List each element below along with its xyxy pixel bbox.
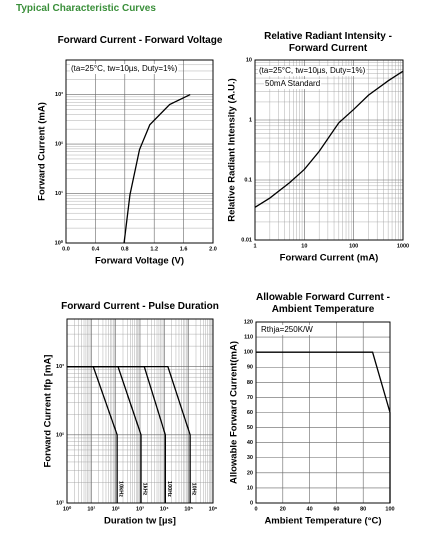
x-tick-label: 10⁰ [63,505,72,512]
y-tick-label: 10¹ [56,499,64,506]
y-tick-label: 110 [244,335,253,341]
data-line [67,366,191,503]
chart-title: Relative Radiant Intensity - Forward Cur… [264,31,392,54]
x-axis-label: Duration tw [µs] [104,516,176,527]
y-tick-label: 1 [249,117,252,123]
page-title: Typical Characteristic Curves [16,3,156,14]
y-axis-label: Allowable Forward Current(mA) [229,341,240,484]
x-axis-label: Ambient Temperature (°C) [264,516,381,527]
y-tick-label: 80 [247,380,253,386]
series-label: 1kHz [142,483,148,496]
annotation: Rthja=250K/W [261,325,313,334]
y-tick-label: 10 [247,485,253,491]
x-tick-label: 10⁵ [184,506,193,512]
y-axis-label: Forward Current Ifp [mA] [43,355,54,468]
annotation: (ta=25°C, tw=10µs, Duty=1%) [71,64,178,73]
y-tick-label: 20 [247,470,253,476]
y-tick-label: 0 [250,500,253,506]
series-label: 100Hz [166,481,172,497]
x-tick-label: 40 [307,506,313,512]
x-tick-label: 0.0 [62,246,70,252]
x-tick-label: 80 [360,506,366,512]
chart-title: Allowable Forward Current - Ambient Temp… [256,292,390,315]
x-axis-label: Forward Current (mA) [280,253,379,264]
chart-title: Forward Current - Forward Voltage [57,35,223,46]
plot-frame [254,59,404,241]
x-axis-label: Forward Voltage (V) [95,256,184,267]
annotation: (ta=25°C, tw=10µs, Duty=1%) [259,66,366,75]
y-axis-label: Forward Current (mA) [37,102,48,201]
y-tick-label: 10⁰ [55,239,64,246]
y-tick-label: 60 [247,410,253,416]
y-tick-label: 10² [56,431,64,438]
data-line [123,93,191,244]
x-tick-label: 60 [333,506,339,512]
annotation-bg [258,66,367,76]
x-tick-label: 1.2 [150,246,158,252]
x-tick-label: 0.4 [92,246,101,252]
x-tick-label: 0 [254,506,257,512]
series-label: 10Hz [191,483,197,496]
y-tick-label: 50 [247,425,253,431]
plot-border [65,59,214,244]
y-tick-label: 10² [55,141,63,148]
x-tick-label: 10¹ [87,505,95,512]
series-label: 10kHz [118,481,124,497]
data-line [256,351,391,503]
x-tick-label: 100 [349,243,358,249]
y-tick-label: 10³ [56,363,64,370]
y-axis-label: Relative Radiant Intensity (A.U.) [227,78,238,222]
y-tick-label: 100 [244,350,253,356]
annotation-bg [70,64,179,74]
y-tick-label: 90 [247,365,253,371]
x-tick-label: 100 [385,506,394,512]
y-tick-label: 40 [247,440,253,446]
data-line [254,70,404,208]
x-tick-label: 1000 [397,243,409,249]
annotation-bg [264,79,322,89]
y-tick-label: 0.1 [244,177,252,183]
x-tick-label: 10² [112,505,120,512]
x-tick-label: 10 [301,243,307,249]
x-tick-label: 2.0 [209,246,217,252]
chart-title: Forward Current - Pulse Duration [61,301,219,312]
x-tick-label: 10⁶ [209,506,218,512]
y-tick-label: 70 [247,395,253,401]
plot-border [66,318,214,504]
x-tick-label: 20 [280,506,286,512]
y-tick-label: 120 [244,319,253,325]
y-tick-label: 10¹ [55,190,63,197]
y-tick-label: 10 [246,57,252,63]
x-tick-label: 1.6 [180,246,188,252]
plot-border [254,59,404,241]
x-tick-label: 10⁴ [160,506,169,512]
x-tick-label: 0.8 [121,246,129,252]
annotation: 50mA Standard [265,79,320,88]
y-tick-label: 0.01 [241,237,252,243]
y-tick-label: 30 [247,455,253,461]
x-tick-label: 1 [253,243,256,249]
annotation-bg [260,325,314,335]
y-tick-label: 10³ [55,91,63,98]
x-tick-label: 10³ [136,505,144,512]
